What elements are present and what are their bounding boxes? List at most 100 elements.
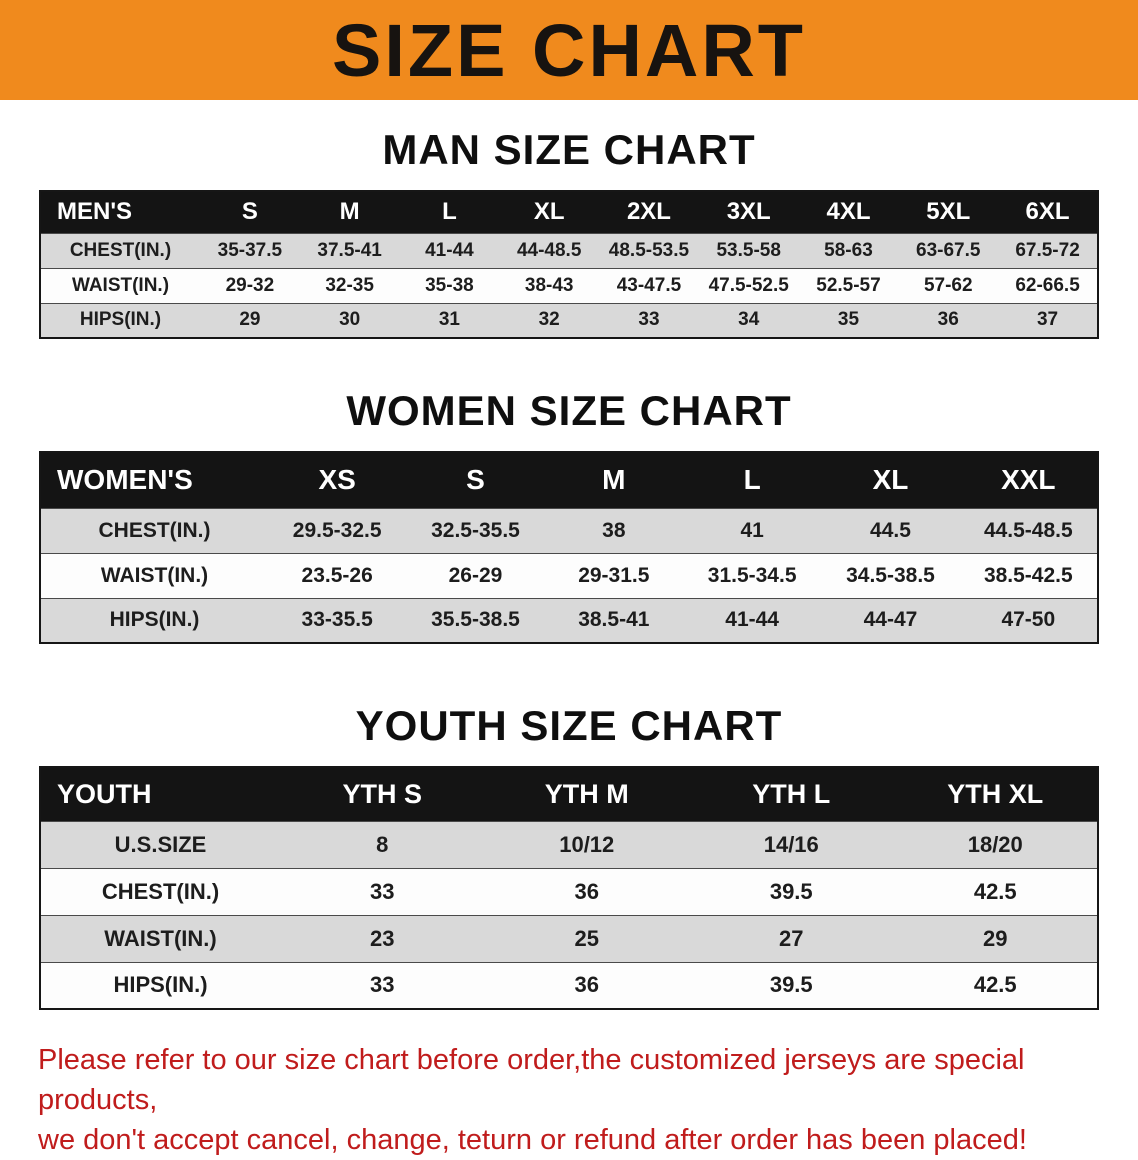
youth-section-heading: YOUTH SIZE CHART	[355, 702, 783, 749]
size-column-header: YTH M	[484, 767, 689, 821]
size-value-cell: 29-31.5	[544, 552, 683, 598]
size-value-cell: 41	[682, 507, 822, 553]
youth-section: YOUTH SIZE CHART YOUTH YTH S YTH M YTH L YTH…	[0, 702, 1138, 1010]
size-value-cell: 38-43	[499, 267, 600, 303]
table-row: WAIST(IN.) 23 25 27 29	[40, 914, 1098, 962]
table-group-label: MEN'S	[40, 191, 200, 233]
size-value-cell: 29	[893, 914, 1098, 962]
size-value-cell: 27	[689, 914, 894, 962]
footer-note-line1: Please refer to our size chart before or…	[38, 1044, 1025, 1117]
size-value-cell: 10/12	[484, 820, 689, 868]
youth-size-table: YOUTH YTH S YTH M YTH L YTH XL U.S.SIZE 8 10/12…	[39, 766, 1099, 1010]
size-value-cell: 29.5-32.5	[268, 507, 407, 553]
table-row: CHEST(IN.) 29.5-32.5 32.5-35.5 38 41 44.5 44.5…	[40, 507, 1098, 553]
size-value-cell: 33	[280, 867, 485, 915]
table-header-row: YOUTH YTH S YTH M YTH L YTH XL	[40, 767, 1098, 821]
footer-note: Please refer to our size chart before or…	[38, 1040, 1100, 1160]
size-value-cell: 44.5	[821, 507, 960, 553]
size-column-header: 5XL	[898, 191, 999, 233]
measurement-label: CHEST(IN.)	[40, 867, 280, 915]
size-value-cell: 39.5	[689, 961, 894, 1009]
size-value-cell: 29-32	[200, 267, 300, 303]
table-row: HIPS(IN.) 33-35.5 35.5-38.5 38.5-41 41-44 44-…	[40, 597, 1098, 643]
size-value-cell: 41-44	[399, 232, 500, 268]
size-value-cell: 29	[200, 302, 300, 338]
size-value-cell: 31.5-34.5	[682, 552, 822, 598]
measurement-label: WAIST(IN.)	[40, 267, 200, 303]
size-value-cell: 35-38	[399, 267, 500, 303]
size-value-cell: 39.5	[689, 867, 894, 915]
size-value-cell: 47-50	[959, 597, 1098, 643]
size-column-header: 3XL	[698, 191, 799, 233]
table-row: WAIST(IN.) 23.5-26 26-29 29-31.5 31.5-34.5 34…	[40, 552, 1098, 598]
size-value-cell: 42.5	[893, 961, 1098, 1009]
size-value-cell: 34	[698, 302, 799, 338]
women-section: WOMEN SIZE CHART WOMEN'S XS S M L XL XXL CHEST(…	[0, 387, 1138, 644]
size-value-cell: 38.5-41	[544, 597, 683, 643]
size-column-header: XS	[268, 452, 407, 508]
men-section-heading: MAN SIZE CHART	[382, 126, 756, 173]
size-value-cell: 35	[798, 302, 899, 338]
size-value-cell: 33-35.5	[268, 597, 407, 643]
banner: SIZE CHART	[0, 0, 1138, 100]
size-value-cell: 41-44	[682, 597, 822, 643]
size-value-cell: 23.5-26	[268, 552, 407, 598]
banner-title: SIZE CHART	[332, 8, 806, 92]
size-value-cell: 33	[599, 302, 699, 338]
men-size-table: MEN'S S M L XL 2XL 3XL 4XL 5XL 6XL CHEST(IN.) 35-37…	[39, 190, 1099, 339]
table-group-label: WOMEN'S	[40, 452, 268, 508]
size-value-cell: 63-67.5	[898, 232, 999, 268]
table-header-row: WOMEN'S XS S M L XL XXL	[40, 452, 1098, 508]
size-value-cell: 18/20	[893, 820, 1098, 868]
size-value-cell: 52.5-57	[798, 267, 899, 303]
size-value-cell: 32.5-35.5	[406, 507, 545, 553]
size-value-cell: 8	[280, 820, 485, 868]
size-value-cell: 57-62	[898, 267, 999, 303]
size-column-header: XL	[499, 191, 600, 233]
size-value-cell: 14/16	[689, 820, 894, 868]
table-row: HIPS(IN.) 33 36 39.5 42.5	[40, 961, 1098, 1009]
size-column-header: YTH S	[280, 767, 485, 821]
size-value-cell: 32	[499, 302, 600, 338]
size-value-cell: 58-63	[798, 232, 899, 268]
table-row: HIPS(IN.) 29 30 31 32 33 34 35 36 37	[40, 302, 1098, 338]
size-column-header: M	[299, 191, 400, 233]
size-column-header: S	[406, 452, 545, 508]
size-value-cell: 25	[484, 914, 689, 962]
size-column-header: 6XL	[998, 191, 1098, 233]
size-value-cell: 47.5-52.5	[698, 267, 799, 303]
size-value-cell: 37.5-41	[299, 232, 400, 268]
measurement-label: HIPS(IN.)	[40, 597, 268, 643]
size-column-header: 4XL	[798, 191, 899, 233]
size-column-header: L	[682, 452, 822, 508]
size-value-cell: 32-35	[299, 267, 400, 303]
table-row: WAIST(IN.) 29-32 32-35 35-38 38-43 43-47.5 47.…	[40, 267, 1098, 303]
measurement-label: HIPS(IN.)	[40, 302, 200, 338]
table-group-label: YOUTH	[40, 767, 280, 821]
size-value-cell: 38	[544, 507, 683, 553]
size-value-cell: 67.5-72	[998, 232, 1098, 268]
size-column-header: S	[200, 191, 300, 233]
size-column-header: YTH L	[689, 767, 894, 821]
size-value-cell: 34.5-38.5	[821, 552, 960, 598]
size-column-header: XL	[821, 452, 960, 508]
size-column-header: L	[399, 191, 500, 233]
size-value-cell: 35.5-38.5	[406, 597, 545, 643]
size-value-cell: 31	[399, 302, 500, 338]
measurement-label: CHEST(IN.)	[40, 232, 200, 268]
size-value-cell: 38.5-42.5	[959, 552, 1098, 598]
size-value-cell: 44-47	[821, 597, 960, 643]
size-value-cell: 36	[898, 302, 999, 338]
size-value-cell: 48.5-53.5	[599, 232, 699, 268]
size-column-header: 2XL	[599, 191, 699, 233]
size-column-header: M	[544, 452, 683, 508]
size-value-cell: 43-47.5	[599, 267, 699, 303]
size-value-cell: 36	[484, 867, 689, 915]
size-value-cell: 44-48.5	[499, 232, 600, 268]
women-size-table: WOMEN'S XS S M L XL XXL CHEST(IN.) 29.5-32.5 32.5…	[39, 451, 1099, 644]
size-value-cell: 35-37.5	[200, 232, 300, 268]
table-row: U.S.SIZE 8 10/12 14/16 18/20	[40, 820, 1098, 868]
table-row: CHEST(IN.) 33 36 39.5 42.5	[40, 867, 1098, 915]
table-row: CHEST(IN.) 35-37.5 37.5-41 41-44 44-48.5 48.5…	[40, 232, 1098, 268]
